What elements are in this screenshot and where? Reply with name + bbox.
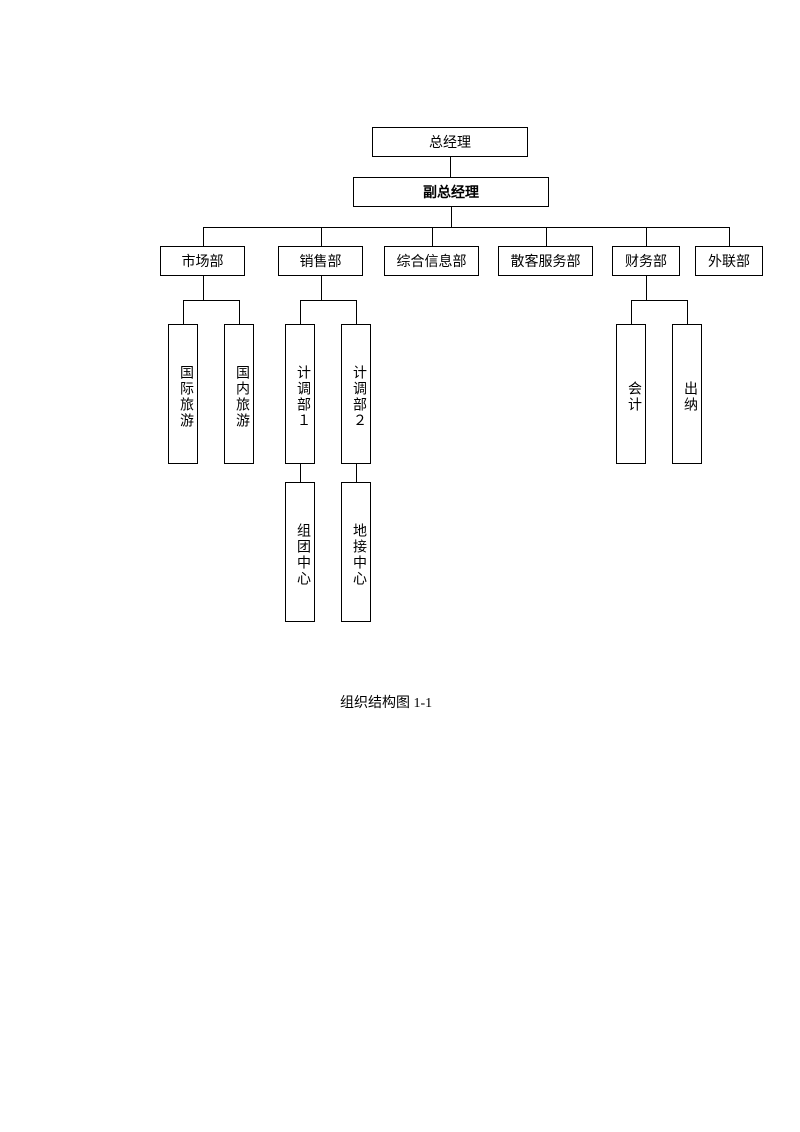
connector-line [687, 300, 688, 324]
node-dgm: 副总经理 [353, 177, 549, 207]
connector-line [546, 227, 547, 247]
node-plan2: 计调部２ [341, 324, 371, 464]
node-cust: 散客服务部 [498, 246, 593, 276]
node-group: 组团中心 [285, 482, 315, 622]
node-intl: 国际旅游 [168, 324, 198, 464]
node-dom: 国内旅游 [224, 324, 254, 464]
node-cash: 出纳 [672, 324, 702, 464]
connector-line [183, 300, 239, 301]
connector-line [239, 300, 240, 324]
connector-line [300, 464, 301, 482]
node-mkt: 市场部 [160, 246, 245, 276]
connector-line [451, 207, 452, 227]
connector-line [356, 464, 357, 482]
connector-line [729, 227, 730, 247]
node-info: 综合信息部 [384, 246, 479, 276]
connector-line [321, 227, 322, 247]
connector-line [203, 227, 730, 228]
connector-line [432, 227, 433, 247]
connector-line [631, 300, 687, 301]
connector-line [631, 300, 632, 324]
connector-line [646, 227, 647, 247]
node-fin: 财务部 [612, 246, 680, 276]
node-gm: 总经理 [372, 127, 528, 157]
node-sales: 销售部 [278, 246, 363, 276]
node-ground: 地接中心 [341, 482, 371, 622]
connector-line [203, 227, 204, 247]
connector-line [321, 276, 322, 300]
connector-line [300, 300, 356, 301]
connector-line [450, 157, 451, 177]
node-ext: 外联部 [695, 246, 763, 276]
node-plan1: 计调部１ [285, 324, 315, 464]
connector-line [183, 300, 184, 324]
org-chart: 总经理副总经理市场部 销售部综合信息部散客服务部财务部外联部国际旅游国内旅游 计调部… [0, 0, 800, 1132]
connector-line [300, 300, 301, 324]
chart-caption: 组织结构图 1-1 [340, 692, 432, 712]
connector-line [356, 300, 357, 324]
connector-line [646, 276, 647, 300]
node-acc: 会计 [616, 324, 646, 464]
connector-line [203, 276, 204, 300]
